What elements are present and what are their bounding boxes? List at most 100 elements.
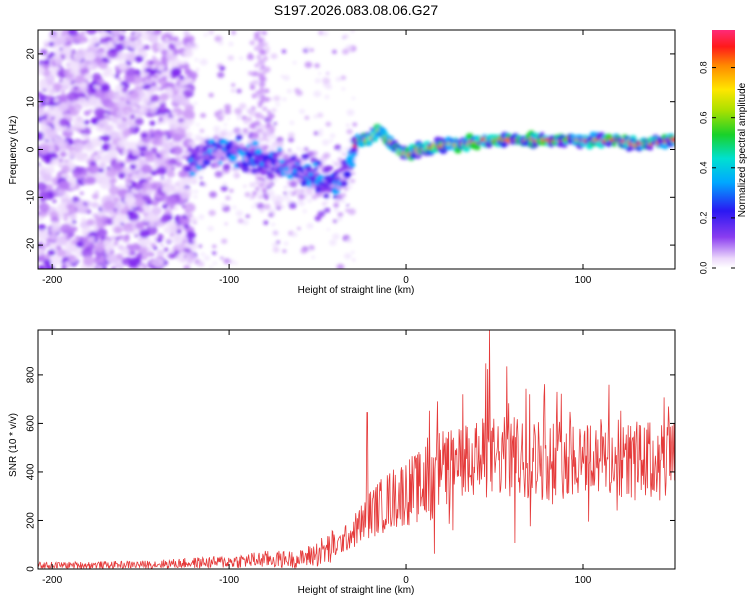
heat-blob — [174, 40, 183, 48]
heat-blob — [79, 191, 84, 195]
heat-blob — [153, 246, 158, 251]
heat-blob — [258, 182, 266, 189]
heat-blob — [114, 240, 119, 244]
heat-blob — [235, 134, 243, 141]
heat-blob — [55, 112, 63, 120]
heat-blob — [56, 30, 63, 34]
heat-blob — [234, 261, 238, 265]
heat-blob — [350, 146, 358, 154]
heat-blob — [91, 201, 99, 209]
heat-blob — [320, 186, 328, 193]
heat-blob — [52, 199, 57, 204]
heat-blob — [168, 114, 173, 118]
heat-blob — [242, 128, 249, 133]
heat-blob — [141, 255, 148, 261]
heat-blob — [152, 129, 164, 139]
heat-blob — [264, 130, 272, 137]
heat-blob — [198, 244, 203, 248]
heat-blob — [246, 140, 252, 145]
heat-blob — [259, 208, 265, 213]
heat-blob — [72, 172, 80, 178]
heat-blob — [257, 38, 264, 43]
heat-blob — [61, 78, 71, 86]
heat-blob — [117, 244, 124, 251]
heat-blob — [246, 54, 255, 61]
heat-blob — [322, 160, 327, 165]
heat-blob — [162, 184, 173, 194]
heat-blob — [187, 213, 193, 218]
heat-blob — [96, 228, 108, 238]
heat-blob — [40, 101, 47, 107]
heat-blob — [81, 48, 88, 54]
heat-blob — [257, 194, 263, 200]
heat-blob — [272, 242, 279, 248]
heat-blob — [253, 32, 259, 37]
heat-blob — [260, 115, 266, 120]
heat-blob — [125, 36, 131, 42]
heat-blob — [114, 262, 122, 269]
heat-blob — [331, 49, 337, 54]
heat-blob — [300, 248, 308, 254]
heat-blob — [57, 139, 69, 150]
heat-blob — [118, 62, 128, 71]
heat-blob — [249, 182, 256, 188]
heat-blob — [224, 222, 228, 226]
colorbar-label: Normalized spectral amplitude — [737, 82, 748, 217]
heat-blob — [199, 58, 208, 66]
heat-blob — [254, 112, 263, 119]
heat-blob — [294, 88, 301, 93]
heat-blob — [97, 167, 105, 173]
heat-blob — [305, 188, 314, 196]
heat-blob — [159, 215, 169, 224]
heat-blob — [176, 229, 182, 234]
heat-blob — [102, 70, 111, 78]
heat-blob — [258, 68, 263, 72]
heat-blob — [64, 159, 69, 163]
heat-blob — [163, 247, 169, 252]
heat-blob — [161, 34, 167, 38]
heat-blob — [185, 252, 196, 262]
heat-blob — [90, 87, 97, 93]
heat-blob — [290, 155, 297, 161]
heat-blob — [77, 96, 86, 104]
heat-blob — [121, 87, 128, 93]
heat-blob — [41, 173, 53, 183]
heat-blob — [148, 101, 159, 110]
heat-blob — [121, 257, 131, 266]
heat-blob — [70, 68, 77, 75]
heat-blob — [231, 83, 236, 87]
heat-blob — [80, 30, 86, 36]
heat-blob — [140, 132, 148, 139]
heat-blob — [159, 93, 169, 101]
heat-blob — [197, 262, 204, 267]
heat-blob — [172, 206, 179, 211]
heat-blob — [45, 96, 52, 102]
heat-blob — [273, 122, 277, 126]
heat-blob — [121, 41, 126, 45]
heat-blob — [195, 68, 200, 72]
heat-blob — [49, 255, 62, 266]
heat-blob — [296, 159, 302, 164]
heat-blob — [116, 209, 121, 214]
heat-blob — [258, 81, 266, 87]
heat-blob — [125, 67, 137, 78]
heat-blob — [109, 179, 115, 184]
heat-blob — [217, 71, 225, 79]
heat-blob — [218, 160, 223, 165]
heat-blob — [115, 158, 122, 163]
heat-blob — [227, 55, 234, 61]
heat-blob — [166, 179, 173, 185]
heat-blob — [326, 228, 331, 231]
heat-blob — [52, 82, 63, 91]
heat-blob — [333, 198, 341, 205]
heat-blob — [200, 113, 207, 118]
heat-blob — [214, 35, 223, 43]
heat-blob — [152, 258, 165, 268]
heat-blob — [148, 128, 155, 134]
heat-blob — [38, 241, 43, 246]
heat-blob — [199, 176, 203, 179]
heat-blob — [275, 102, 280, 107]
heat-blob — [65, 35, 74, 42]
heat-blob — [183, 150, 188, 155]
heat-blob — [75, 235, 80, 239]
